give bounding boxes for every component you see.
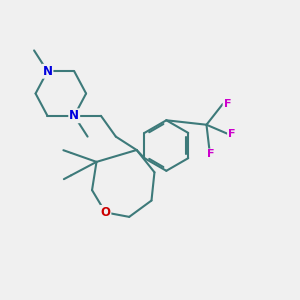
Text: F: F: [207, 149, 215, 160]
Text: F: F: [224, 99, 231, 109]
Text: F: F: [228, 129, 236, 139]
Text: N: N: [69, 109, 79, 122]
Text: O: O: [100, 206, 110, 219]
Text: N: N: [43, 65, 52, 78]
